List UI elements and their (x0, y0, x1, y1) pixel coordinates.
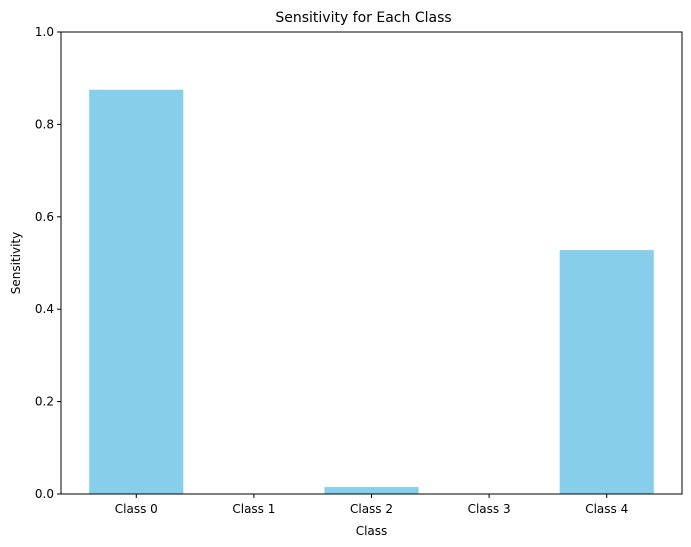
x-tick-label: Class 2 (350, 502, 393, 516)
y-tick-label: 0.8 (35, 117, 54, 131)
bar-class-0 (89, 89, 184, 494)
y-tick-label: 1.0 (35, 25, 54, 39)
y-tick-label: 0.6 (35, 210, 54, 224)
y-axis-label: Sensitivity (9, 232, 23, 294)
x-axis-label: Class (356, 524, 388, 538)
bar-class-4 (559, 250, 654, 494)
bar-class-2 (324, 487, 419, 494)
x-tick-label: Class 0 (115, 502, 158, 516)
x-tick-label: Class 1 (232, 502, 275, 516)
y-tick-label: 0.0 (35, 487, 54, 501)
plot-frame (60, 31, 683, 495)
x-tick-label: Class 4 (585, 502, 628, 516)
y-tick-label: 0.4 (35, 302, 54, 316)
y-axis-ticks: 0.0 0.2 0.4 0.6 0.8 1.0 (35, 25, 61, 501)
x-axis-ticks: Class 0 Class 1 Class 2 Class 3 Class 4 (115, 494, 628, 516)
y-tick-label: 0.2 (35, 395, 54, 409)
x-tick-label: Class 3 (468, 502, 511, 516)
bar-group (89, 89, 654, 494)
chart-title: Sensitivity for Each Class (275, 10, 451, 26)
